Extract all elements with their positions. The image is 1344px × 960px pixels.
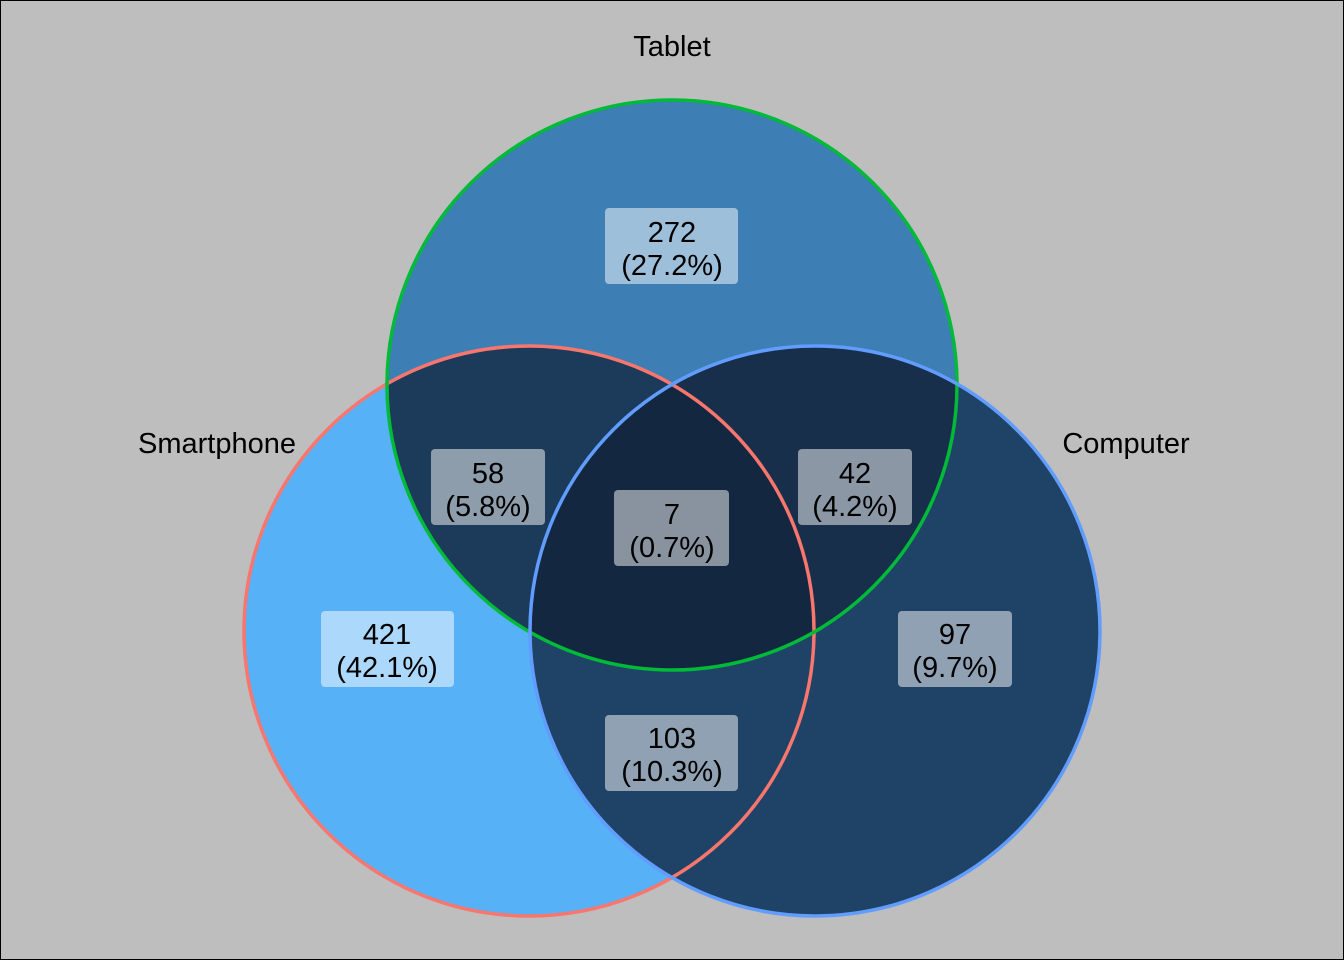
region-percent: (9.7%) — [912, 652, 997, 684]
region-label-computer-only: 97 (9.7%) — [898, 611, 1012, 687]
region-label-box — [898, 611, 1012, 687]
region-count: 58 — [472, 458, 504, 490]
region-label-smartphone-tablet: 58 (5.8%) — [431, 449, 545, 525]
region-label-box — [798, 449, 912, 525]
region-label-box — [431, 449, 545, 525]
region-label-all-three: 7 (0.7%) — [614, 490, 729, 566]
region-label-tablet-only: 272 (27.2%) — [605, 208, 738, 284]
region-count: 103 — [648, 723, 696, 755]
region-label-smartphone-computer: 103 (10.3%) — [605, 715, 738, 791]
computer-circle-border — [528, 344, 1102, 918]
set-label-computer: Computer — [1062, 428, 1190, 460]
region-percent: (0.7%) — [629, 532, 714, 564]
region-count: 421 — [363, 619, 411, 651]
set-label-tablet: Tablet — [633, 31, 710, 63]
region-count: 97 — [939, 619, 971, 651]
region-label-box — [605, 208, 738, 284]
region-percent: (5.8%) — [445, 491, 530, 523]
region-percent: (27.2%) — [621, 250, 723, 282]
region-label-box — [605, 715, 738, 791]
set-label-smartphone: Smartphone — [138, 428, 296, 460]
region-label-box — [321, 611, 454, 687]
region-percent: (42.1%) — [336, 652, 438, 684]
region-label-smartphone-only: 421 (42.1%) — [321, 611, 454, 687]
all-three-overlap-fill — [530, 346, 814, 670]
region-label-box — [614, 490, 729, 566]
region-percent: (4.2%) — [812, 491, 897, 523]
region-label-tablet-computer: 42 (4.2%) — [798, 449, 912, 525]
region-count: 272 — [648, 217, 696, 249]
region-count: 42 — [839, 458, 871, 490]
region-percent: (10.3%) — [621, 756, 723, 788]
region-count: 7 — [664, 499, 680, 531]
